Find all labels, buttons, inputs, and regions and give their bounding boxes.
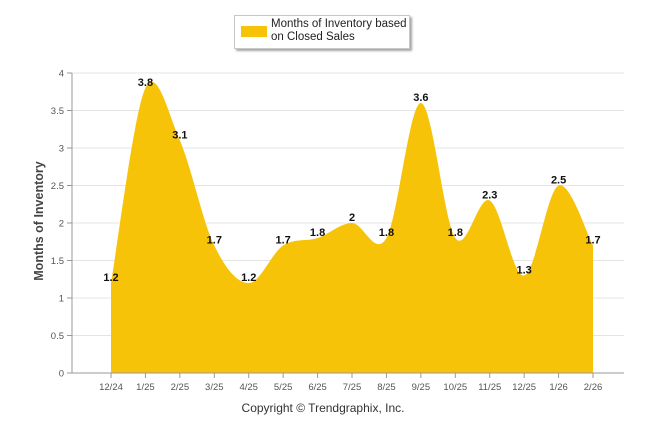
area-series-months-of-inventory bbox=[111, 81, 594, 373]
data-label: 3.8 bbox=[138, 77, 153, 89]
data-label: 2.5 bbox=[551, 175, 566, 187]
y-tick-label: 2 bbox=[59, 219, 64, 230]
legend: Months of Inventory based on Closed Sale… bbox=[234, 15, 410, 49]
data-label: 1.7 bbox=[585, 235, 600, 247]
x-tick-label: 6/25 bbox=[308, 382, 327, 393]
x-tick-label: 2/25 bbox=[171, 382, 190, 393]
y-tick-label: 0 bbox=[59, 369, 64, 380]
data-labels: 1.2 3.8 3.1 1.7 1.2 1.7 1.8 2 1.8 3.6 1.8 2.3 1.3 2.5… bbox=[103, 77, 600, 284]
x-tick-label: 12/24 bbox=[99, 382, 123, 393]
x-tick-label: 8/25 bbox=[377, 382, 396, 393]
data-label: 1.2 bbox=[241, 272, 256, 284]
legend-label: Months of Inventory based on Closed Sale… bbox=[271, 18, 407, 43]
x-tick-label: 12/25 bbox=[512, 382, 536, 393]
y-tick-label: 1 bbox=[59, 294, 64, 305]
data-label: 2.3 bbox=[482, 190, 497, 202]
y-tick-label: 4 bbox=[59, 69, 64, 80]
x-tick-label: 1/26 bbox=[549, 382, 568, 393]
data-label: 1.2 bbox=[103, 272, 118, 284]
y-tick-label: 3.5 bbox=[51, 106, 64, 117]
x-tick-label: 2/26 bbox=[584, 382, 603, 393]
data-label: 1.8 bbox=[448, 227, 463, 239]
data-label: 3.6 bbox=[413, 92, 428, 104]
data-label: 1.7 bbox=[207, 235, 222, 247]
data-label: 3.1 bbox=[172, 130, 187, 142]
x-tick-label: 1/25 bbox=[136, 382, 155, 393]
data-label: 1.8 bbox=[379, 227, 394, 239]
x-tick-label: 10/25 bbox=[443, 382, 467, 393]
data-label: 1.7 bbox=[276, 235, 291, 247]
data-label: 2 bbox=[349, 212, 355, 224]
x-tick-label: 4/25 bbox=[239, 382, 258, 393]
data-label: 1.8 bbox=[310, 227, 325, 239]
x-tick-label: 11/25 bbox=[478, 382, 501, 393]
y-tick-label: 1.5 bbox=[51, 256, 64, 267]
x-axis: 12/24 1/25 2/25 3/25 4/25 5/25 6/25 7/25 8/25 9/2… bbox=[72, 372, 624, 393]
x-tick-label: 9/25 bbox=[412, 382, 431, 393]
y-axis: 0 0.5 1 1.5 2 2.5 3 3.5 4 bbox=[51, 69, 73, 380]
x-tick-label: 7/25 bbox=[343, 382, 362, 393]
copyright-credit: Copyright © Trendgraphix, Inc. bbox=[241, 401, 405, 415]
y-tick-label: 3 bbox=[59, 144, 64, 155]
x-tick-label: 5/25 bbox=[274, 382, 293, 393]
x-tick-label: 3/25 bbox=[205, 382, 224, 393]
y-tick-label: 0.5 bbox=[51, 331, 64, 342]
y-tick-label: 2.5 bbox=[51, 181, 64, 192]
legend-swatch bbox=[241, 26, 267, 37]
data-label: 1.3 bbox=[517, 265, 532, 277]
y-axis-title: Months of Inventory bbox=[32, 161, 46, 281]
